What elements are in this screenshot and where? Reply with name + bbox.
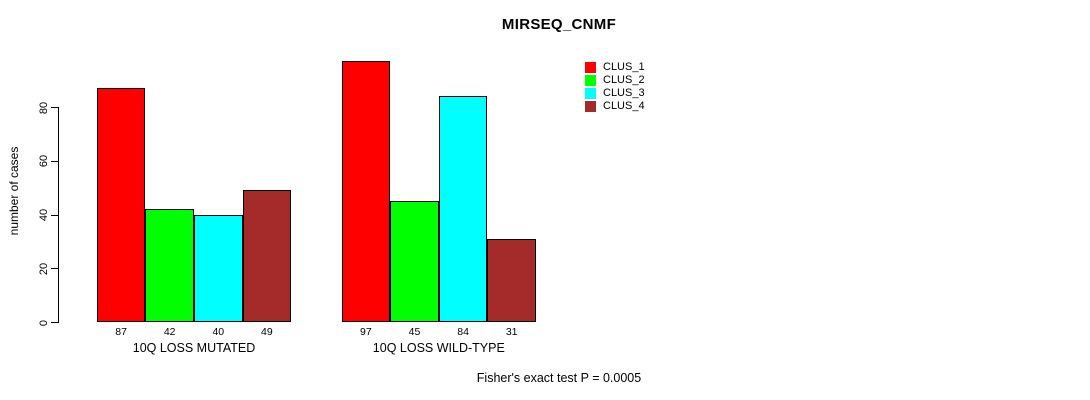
bar [194,214,243,322]
legend-swatch [585,75,596,86]
y-tick [51,322,58,323]
y-axis-line [58,107,59,323]
y-tick-label: 80 [38,101,50,114]
bar [341,61,391,322]
legend-label: CLUS_3 [603,87,645,99]
bar-value-label: 40 [212,326,225,338]
chart-title: MIRSEQ_CNMF [501,16,617,33]
legend-swatch [585,88,596,99]
legend-swatch [585,101,596,112]
legend-label: CLUS_4 [603,100,645,112]
bar [487,238,536,322]
legend-label: CLUS_2 [603,74,645,86]
y-tick-label: 40 [38,208,50,222]
y-tick [51,214,58,216]
bar [390,201,439,322]
y-tick [51,160,58,162]
y-tick [51,268,58,270]
group-label: 10Q LOSS WILD-TYPE [372,341,505,355]
legend: CLUS_1 CLUS_2 CLUS_3 CLUS_4 [585,61,645,113]
bar [145,209,194,322]
bar-value-label: 87 [115,326,127,338]
legend-label: CLUS_1 [603,61,645,73]
y-tick-label: 0 [38,319,50,326]
bar [438,96,488,322]
y-tick-label: 60 [38,155,50,168]
bar-value-label: 42 [163,326,176,338]
bar-value-label: 97 [360,326,372,338]
y-tick-label: 20 [38,262,50,275]
bar-value-label: 49 [261,326,273,338]
bar [96,88,146,322]
legend-swatch [585,62,596,73]
legend-item: CLUS_3 [585,87,645,100]
y-tick [51,107,58,108]
bar [242,190,292,322]
legend-item: CLUS_1 [585,61,645,74]
bar-value-label: 84 [457,326,469,338]
legend-item: CLUS_2 [585,74,645,87]
bar-value-label: 45 [408,326,421,338]
bar-value-label: 31 [505,326,518,338]
group-label: 10Q LOSS MUTATED [132,341,256,355]
legend-item: CLUS_4 [585,100,645,113]
annotation-text: Fisher's exact test P = 0.0005 [476,371,642,385]
y-axis-label: number of cases [7,146,21,236]
